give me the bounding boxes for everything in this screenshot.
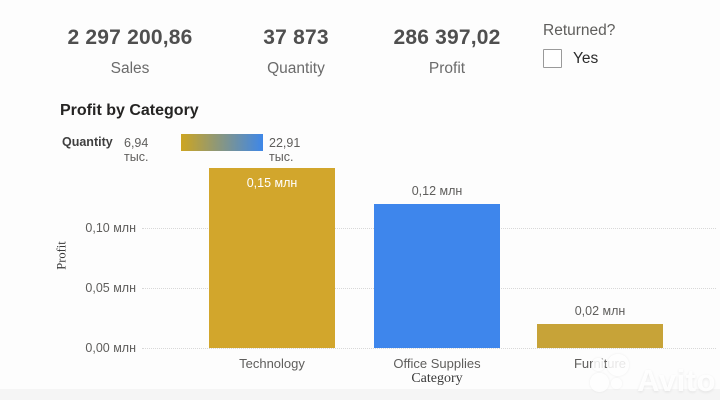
legend-min-value: 6,94 тыс. <box>124 136 149 164</box>
kpi-quantity-value: 37 873 <box>263 26 329 49</box>
returned-slicer-title: Returned? <box>543 22 616 39</box>
y-axis-tick-label: 0,10 млн <box>85 221 136 235</box>
bar-technology[interactable] <box>209 168 335 348</box>
bar-office-supplies[interactable] <box>374 204 500 348</box>
y-axis-tick-label: 0,00 млн <box>85 341 136 355</box>
kpi-profit-value: 286 397,02 <box>393 26 501 49</box>
y-axis-tick-label: 0,05 млн <box>85 281 136 295</box>
y-gridline <box>142 348 716 349</box>
kpi-sales-label: Sales <box>110 60 150 77</box>
legend-max-value: 22,91 тыс. <box>269 136 301 164</box>
avito-watermark: Avito <box>590 354 720 400</box>
returned-yes-option[interactable]: Yes <box>543 49 615 68</box>
x-axis-category-label: Technology <box>239 356 305 371</box>
returned-slicer: Returned? Yes <box>543 22 615 68</box>
bar-value-label: 0,02 млн <box>574 304 626 318</box>
y-axis-title: Profit <box>54 241 69 270</box>
kpi-sales-value: 2 297 200,86 <box>67 26 193 49</box>
legend-measure-label: Quantity <box>62 135 113 149</box>
photo-bottom-strip <box>0 389 720 400</box>
x-axis-title: Category <box>411 371 463 386</box>
avito-watermark-text: Avito <box>637 363 716 398</box>
kpi-card-profit: 286 397,02 Profit <box>377 26 517 78</box>
kpi-card-quantity: 37 873 Quantity <box>236 26 356 78</box>
legend-gradient-bar <box>181 134 263 151</box>
kpi-profit-label: Profit <box>428 60 466 77</box>
chart-title: Profit by Category <box>60 102 199 119</box>
returned-yes-label[interactable]: Yes <box>573 49 599 67</box>
avito-logo-icon <box>611 378 622 389</box>
bar-value-label: 0,12 млн <box>411 184 463 198</box>
returned-yes-checkbox[interactable] <box>543 49 562 68</box>
x-axis-category-label: Office Supplies <box>393 356 481 371</box>
kpi-card-sales: 2 297 200,86 Sales <box>40 26 220 78</box>
kpi-quantity-label: Quantity <box>267 60 325 77</box>
avito-logo-icon <box>590 373 609 392</box>
avito-logo-icon <box>607 354 629 376</box>
avito-logo-icon <box>592 358 605 371</box>
bar-value-label: 0,15 млн <box>246 176 298 190</box>
bar-furniture[interactable] <box>537 324 663 348</box>
